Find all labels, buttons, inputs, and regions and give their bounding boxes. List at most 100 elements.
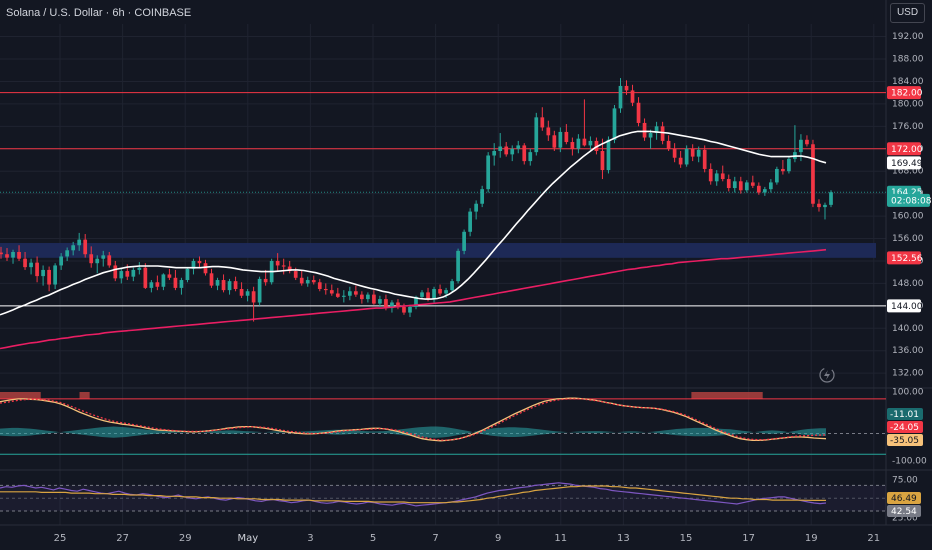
candle-body [438,289,442,294]
candle-body [95,258,100,264]
candle-body [0,252,3,255]
time-tick-label: 3 [307,533,313,544]
candle-body [708,168,713,182]
candle-body [317,282,322,290]
replay-icon[interactable] [819,367,835,383]
candle-body [203,263,208,274]
candle-body [738,181,743,191]
time-tick-label: 29 [179,533,192,544]
candle-body [726,179,731,189]
candle-body [594,140,599,152]
oscillator-area [0,426,826,438]
candle-body [540,117,545,128]
time-tick-label: 13 [617,533,630,544]
candle-body [823,204,827,208]
candle-body [245,291,250,296]
candle-body [384,299,388,309]
candle-body [720,173,725,180]
price-axis[interactable]: 192.00 188.00 184.00 180.00 176.00 172.00 168.… [887,32,932,524]
candle-body [666,140,671,149]
rsi-pane [0,482,886,512]
price-label-badge [887,156,921,170]
candle-body [570,142,575,149]
candle-body [420,292,424,297]
candlestick-series [0,78,833,322]
price-tick-label: 192.00 [892,32,924,42]
candle-body [642,122,647,138]
candle-body [215,280,220,286]
candle-body [390,302,394,309]
candle-body [787,158,791,172]
candle-body [396,302,400,307]
rsi-value-badge [887,492,921,504]
candle-body [83,239,88,255]
chart-title: Solana / U.S. Dollar · 6h · COINBASE [6,7,192,19]
candle-body [402,306,406,313]
candle-body [522,145,527,162]
candle-body [77,239,82,246]
candle-body [558,131,563,148]
candle-body [341,295,346,297]
candle-body [378,299,382,304]
rsi-value-text: 46.49 [891,494,917,504]
candle-body [354,291,358,295]
candle-body [155,282,160,287]
price-label-text: 172.00 [891,145,923,155]
candle-body [811,144,815,204]
candle-body [41,269,45,277]
candle-body [805,139,809,145]
candle-body [366,294,370,300]
moving-average-line [0,130,827,316]
candle-body [119,271,124,279]
candle-body [468,211,472,232]
chart-grid [0,0,932,525]
price-tick-label: 132.00 [892,369,924,379]
candle-body [606,139,611,171]
candle-body [756,185,761,193]
candle-body [714,173,719,182]
currency-button[interactable]: USD [890,3,925,23]
price-label-text: 152.56 [891,254,923,264]
candle-body [462,231,466,251]
price-label-text: 144.00 [891,302,923,312]
candle-body [408,306,412,313]
candle-body [101,255,106,259]
oscillator-value-text: -11.01 [890,410,919,420]
candle-body [209,273,214,286]
price-label-badge [887,299,921,313]
time-tick-label: 15 [680,533,693,544]
candle-body [185,268,190,281]
candle-body [167,274,172,278]
candle-body [588,140,593,146]
candle-body [775,168,779,183]
candle-body [618,85,623,109]
candle-body [281,265,286,267]
candle-body [799,139,803,153]
candle-body [750,182,755,186]
candle-body [630,90,635,103]
candle-body [486,155,491,190]
price-label-badge [887,251,921,265]
candle-body [684,148,689,165]
candle-body [329,290,334,294]
price-tick-label: 180.00 [892,99,924,109]
candle-body [492,151,497,156]
candle-body [179,280,184,288]
candle-body [257,278,262,303]
price-label-text: 164.25 [891,188,923,198]
time-tick-label: 25 [54,533,67,544]
candle-body [576,138,581,149]
price-label-text: 169.49 [891,159,923,169]
price-tick-label: 184.00 [892,77,924,87]
candle-body [648,133,653,138]
stochastic-line [0,398,827,441]
candle-body [546,127,551,136]
candle-body [35,262,39,277]
candle-body [636,102,641,123]
candle-body [612,108,617,140]
time-axis[interactable]: 25 27 29 May 3 5 7 9 11 13 15 17 19 21 [0,524,932,544]
candle-body [426,292,430,300]
oscillator-value-badge [887,408,923,420]
price-tick-label: 156.00 [892,234,924,244]
